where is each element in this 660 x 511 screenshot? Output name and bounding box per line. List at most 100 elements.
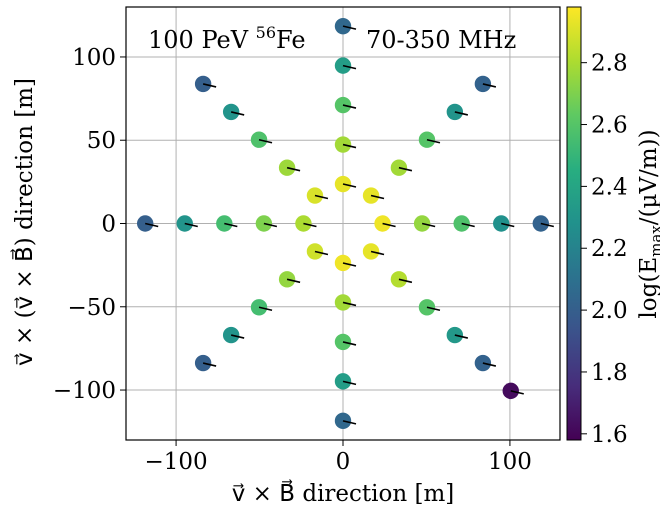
x-tick-label: −100	[144, 449, 207, 475]
polarization-dash	[258, 306, 273, 312]
antenna-point	[474, 75, 497, 93]
antenna-point	[532, 215, 554, 232]
x-tick-label: 0	[336, 449, 351, 475]
point-marker	[295, 215, 312, 232]
colorbar-tick-label: 1.8	[591, 360, 628, 386]
polarization-dash	[314, 194, 329, 200]
polarization-dash	[342, 301, 357, 307]
point-marker	[390, 159, 408, 176]
antenna-point	[278, 271, 301, 288]
annotation-frequency: 70-350 MHz	[366, 26, 516, 54]
point-marker	[374, 215, 391, 232]
polarization-dash	[263, 222, 278, 228]
point-marker	[278, 159, 296, 176]
polarization-dash	[202, 362, 217, 367]
point-marker	[413, 215, 431, 232]
antenna-point	[250, 131, 273, 148]
polarization-dash	[342, 64, 357, 70]
polarization-dash	[342, 143, 357, 149]
y-axis-label: v⃗ × (v⃗ × B⃗) direction [m]	[10, 78, 38, 366]
x-axis-label: v⃗ × B⃗ direction [m]	[232, 479, 455, 507]
y-tick-label: 50	[87, 128, 116, 154]
polarization-dash	[230, 334, 245, 339]
polarization-dash	[454, 334, 469, 339]
antenna-point	[216, 215, 238, 232]
polarization-dash	[426, 138, 441, 144]
y-tick-label: 0	[101, 212, 116, 238]
polarization-dash	[303, 222, 317, 228]
polarization-dash	[370, 194, 385, 200]
polarization-dash	[342, 380, 357, 386]
antenna-point	[390, 159, 413, 176]
antenna-point	[334, 412, 357, 430]
antenna-point	[474, 354, 497, 372]
antenna-point	[222, 103, 245, 121]
polarization-dash	[342, 104, 357, 109]
antenna-point	[453, 215, 475, 232]
annotation-mass-number: 56	[256, 23, 276, 42]
point-marker	[418, 131, 436, 148]
point-marker	[334, 294, 352, 311]
antenna-point	[278, 159, 301, 176]
polarization-dash	[342, 341, 357, 346]
colorbar-tick-label: 2.2	[591, 236, 628, 262]
antenna-point	[295, 215, 317, 232]
antenna-point	[493, 215, 515, 232]
polarization-dash	[342, 183, 357, 188]
antenna-point	[334, 254, 357, 272]
data-points	[136, 17, 554, 430]
antenna-point	[334, 175, 357, 193]
polarization-dash	[540, 222, 554, 228]
colorbar-tick-label: 2.6	[591, 113, 628, 139]
colorbar-tick-label: 2.8	[591, 51, 628, 77]
polarization-dash	[342, 25, 357, 30]
point-marker	[334, 373, 352, 390]
antenna-point	[446, 326, 469, 344]
polarization-dash	[382, 222, 396, 228]
point-marker	[474, 354, 492, 372]
colorbar-label-sub: max	[647, 225, 660, 257]
polarization-dash	[426, 306, 441, 312]
antenna-point	[334, 17, 357, 35]
antenna-point	[222, 326, 245, 344]
antenna-point	[176, 215, 198, 232]
polarization-dash	[461, 222, 475, 228]
polarization-dash	[501, 222, 515, 228]
polarization-dash	[202, 83, 217, 88]
polarization-dash	[286, 166, 301, 172]
colorbar-ticks: 1.6 1.8 2.0 2.2 2.4 2.6 2.8	[581, 51, 628, 448]
x-tick-label: 100	[488, 449, 532, 475]
point-marker	[446, 103, 464, 121]
antenna-point	[334, 294, 357, 311]
antenna-point	[334, 96, 357, 114]
colorbar-tick-label: 1.6	[591, 422, 628, 448]
polarization-dash	[482, 83, 497, 88]
annotation-primary: 100 PeV 56Fe	[148, 23, 306, 54]
colorbar-tick-label: 2.0	[591, 298, 628, 324]
point-marker	[222, 326, 240, 344]
polarization-dash	[342, 420, 357, 425]
colorbar	[566, 6, 582, 441]
point-marker	[418, 299, 436, 316]
axis-ticks: −100 0 100 −100 −50 0 50 100	[53, 45, 532, 475]
annotation-element: Fe	[276, 26, 306, 54]
colorbar-label-tail: /(µV/m))	[636, 129, 660, 225]
point-marker	[278, 271, 296, 288]
polarization-dash	[314, 250, 329, 256]
antenna-point	[413, 215, 436, 232]
polarization-dash	[482, 362, 497, 367]
polarization-dash	[370, 250, 385, 256]
polarization-dash	[258, 138, 273, 144]
y-tick-label: 100	[72, 45, 116, 71]
antenna-point	[194, 354, 217, 372]
polarization-dash	[398, 278, 413, 284]
antenna-point	[306, 187, 329, 204]
antenna-point	[306, 243, 329, 260]
antenna-point	[362, 243, 385, 260]
antenna-point	[255, 215, 278, 232]
point-marker	[446, 326, 464, 344]
point-marker	[194, 354, 212, 372]
annotation-energy: 100 PeV	[148, 26, 256, 54]
polarization-dash	[342, 262, 357, 267]
colorbar-tick-label: 2.4	[591, 174, 628, 200]
